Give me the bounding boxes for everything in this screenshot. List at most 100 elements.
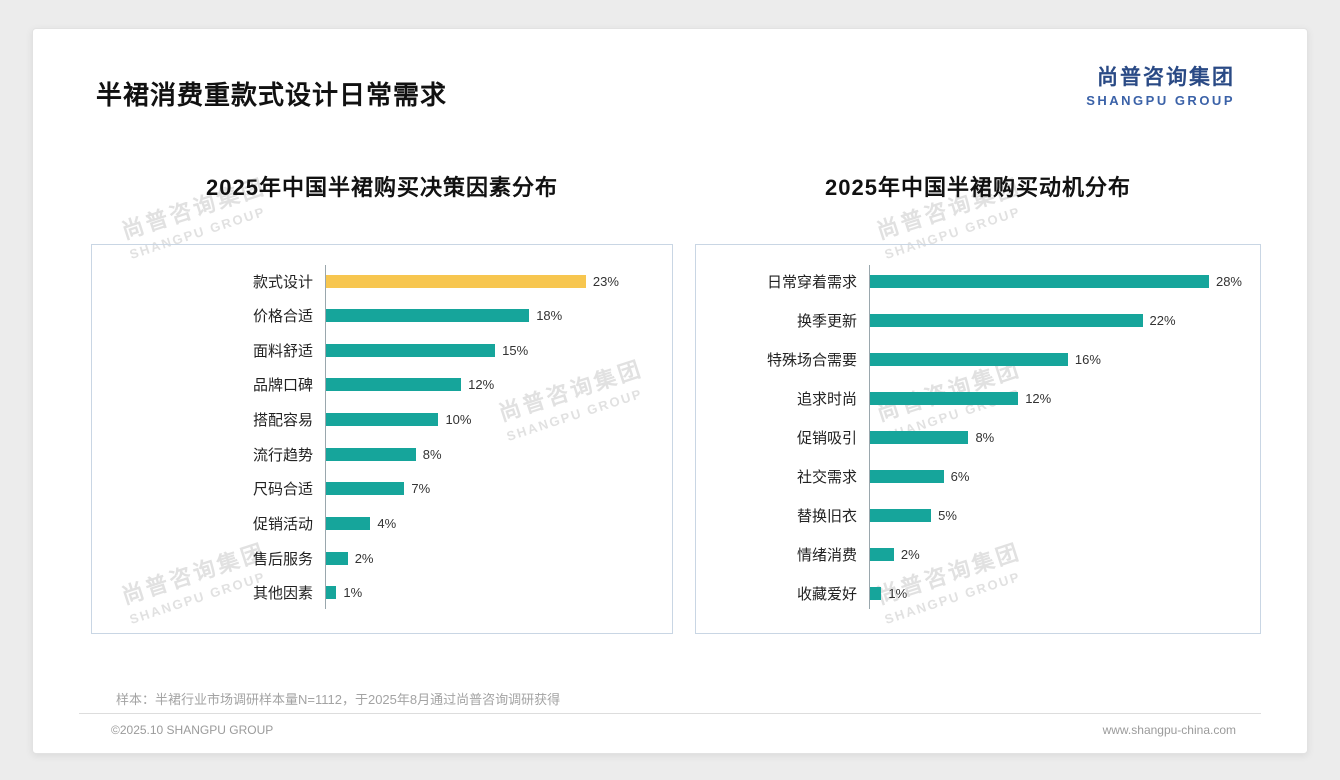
bar bbox=[869, 430, 969, 444]
decision-factors-chart-panel: 2025年中国半裙购买决策因素分布 款式设计 23% 价格合适 18% 面料舒适 15% 品… bbox=[91, 174, 673, 634]
bar bbox=[869, 508, 932, 522]
value-label: 6% bbox=[950, 468, 970, 484]
bar-row: 日常穿着需求 28% bbox=[714, 269, 1242, 293]
category-label: 流行趋势 bbox=[252, 446, 313, 464]
bar-track: 15% bbox=[325, 343, 654, 358]
bar bbox=[869, 352, 1068, 366]
bar-track: 2% bbox=[325, 551, 654, 566]
page-title: 半裙消费重款式设计日常需求 bbox=[96, 80, 448, 110]
category-label: 售后服务 bbox=[252, 550, 313, 568]
value-label: 22% bbox=[1149, 312, 1176, 328]
bar-row: 情绪消费 2% bbox=[714, 542, 1242, 566]
category-label: 日常穿着需求 bbox=[766, 273, 857, 291]
bar-track: 8% bbox=[869, 430, 1242, 445]
purchase-motivation-chart-panel: 2025年中国半裙购买动机分布 日常穿着需求 28% 换季更新 22% 特殊场合需要 16… bbox=[695, 174, 1261, 634]
bar-chart-purchase-motivation: 日常穿着需求 28% 换季更新 22% 特殊场合需要 16% 追求时尚 12% 促销吸引 8% 社交… bbox=[714, 265, 1242, 609]
value-label: 28% bbox=[1215, 273, 1242, 289]
bar bbox=[325, 447, 416, 461]
footer-website: www.shangpu-china.com bbox=[1102, 723, 1236, 737]
value-label: 5% bbox=[938, 507, 957, 523]
bar-row: 促销吸引 8% bbox=[714, 425, 1242, 449]
bar-track: 5% bbox=[869, 508, 1242, 523]
bar bbox=[325, 413, 439, 427]
bar-row: 替换旧衣 5% bbox=[714, 503, 1242, 527]
value-label: 1% bbox=[888, 585, 908, 601]
bar-row: 价格合适 18% bbox=[110, 304, 654, 328]
bar bbox=[869, 313, 1143, 327]
bar bbox=[325, 551, 348, 565]
bar bbox=[869, 469, 944, 483]
bar-track: 6% bbox=[869, 469, 1242, 484]
bar-row: 面料舒适 15% bbox=[110, 338, 654, 362]
slide-card: 半裙消费重款式设计日常需求 尚普咨询集团 SHANGPU GROUP 尚普咨询集… bbox=[32, 28, 1308, 754]
category-label: 款式设计 bbox=[252, 273, 313, 291]
category-label: 尺码合适 bbox=[252, 481, 313, 499]
category-label: 社交需求 bbox=[796, 468, 857, 486]
bar-track: 4% bbox=[325, 516, 654, 531]
category-label: 促销活动 bbox=[252, 516, 313, 534]
bar-track: 1% bbox=[869, 586, 1242, 601]
bar bbox=[325, 343, 496, 357]
bar-row: 特殊场合需要 16% bbox=[714, 347, 1242, 371]
bar-track: 23% bbox=[325, 274, 654, 289]
bar bbox=[869, 391, 1019, 405]
category-label: 促销吸引 bbox=[796, 429, 857, 447]
category-label: 替换旧衣 bbox=[796, 507, 857, 525]
category-label: 收藏爱好 bbox=[796, 585, 857, 603]
bar bbox=[325, 309, 530, 323]
bar-row: 尺码合适 7% bbox=[110, 477, 654, 501]
logo-chinese: 尚普咨询集团 bbox=[1097, 66, 1235, 89]
category-label: 搭配容易 bbox=[252, 412, 313, 430]
value-label: 7% bbox=[411, 481, 431, 497]
bar-track: 28% bbox=[869, 274, 1242, 289]
bar-track: 12% bbox=[869, 391, 1242, 406]
value-label: 10% bbox=[445, 412, 472, 428]
footer-copyright: ©2025.10 SHANGPU GROUP bbox=[111, 723, 274, 737]
sample-footnote: 样本：半裙行业市场调研样本量N=1112，于2025年8月通过尚普咨询调研获得 bbox=[116, 692, 561, 707]
bar-row: 品牌口碑 12% bbox=[110, 373, 654, 397]
bar-row: 售后服务 2% bbox=[110, 546, 654, 570]
bar bbox=[869, 274, 1209, 288]
company-logo: 尚普咨询集团 SHANGPU GROUP bbox=[1086, 61, 1235, 108]
category-label: 面料舒适 bbox=[252, 342, 313, 360]
bar-track: 8% bbox=[325, 447, 654, 462]
category-label: 换季更新 bbox=[796, 312, 857, 330]
bar bbox=[869, 547, 894, 561]
bar bbox=[325, 274, 586, 288]
value-label: 4% bbox=[377, 516, 397, 532]
bar-row: 流行趋势 8% bbox=[110, 442, 654, 466]
bar-row: 追求时尚 12% bbox=[714, 386, 1242, 410]
bar-track: 2% bbox=[869, 547, 1242, 562]
bar bbox=[325, 586, 337, 600]
value-label: 2% bbox=[900, 546, 920, 562]
bar bbox=[325, 378, 462, 392]
bar-track: 18% bbox=[325, 308, 654, 323]
category-label: 品牌口碑 bbox=[252, 377, 313, 395]
bar bbox=[325, 517, 371, 531]
value-label: 16% bbox=[1074, 351, 1101, 367]
value-label: 12% bbox=[1025, 390, 1052, 406]
bar-track: 1% bbox=[325, 585, 654, 600]
logo-english: SHANGPU GROUP bbox=[1086, 93, 1235, 108]
bar-track: 7% bbox=[325, 481, 654, 496]
bar-row: 其他因素 1% bbox=[110, 581, 654, 605]
bar-row: 换季更新 22% bbox=[714, 308, 1242, 332]
value-label: 12% bbox=[468, 377, 495, 393]
bar-row: 社交需求 6% bbox=[714, 464, 1242, 488]
value-label: 15% bbox=[502, 342, 529, 358]
bar bbox=[869, 586, 882, 600]
category-label: 情绪消费 bbox=[796, 546, 857, 564]
chart-box-right: 日常穿着需求 28% 换季更新 22% 特殊场合需要 16% 追求时尚 12% 促销吸引 8% 社交… bbox=[695, 244, 1261, 634]
chart-title-right: 2025年中国半裙购买动机分布 bbox=[825, 175, 1131, 200]
chart-box-left: 款式设计 23% 价格合适 18% 面料舒适 15% 品牌口碑 12% 搭配容易 10% 流行趋势 8… bbox=[91, 244, 673, 634]
bar-chart-decision-factors: 款式设计 23% 价格合适 18% 面料舒适 15% 品牌口碑 12% 搭配容易 10% 流行趋势 8… bbox=[110, 265, 654, 609]
bar-row: 收藏爱好 1% bbox=[714, 581, 1242, 605]
category-label: 特殊场合需要 bbox=[766, 351, 857, 369]
value-label: 18% bbox=[536, 308, 563, 324]
value-label: 23% bbox=[592, 273, 619, 289]
bar-row: 款式设计 23% bbox=[110, 269, 654, 293]
category-label: 价格合适 bbox=[252, 308, 313, 326]
bar-track: 12% bbox=[325, 377, 654, 392]
bar bbox=[325, 482, 405, 496]
value-label: 2% bbox=[354, 550, 374, 566]
